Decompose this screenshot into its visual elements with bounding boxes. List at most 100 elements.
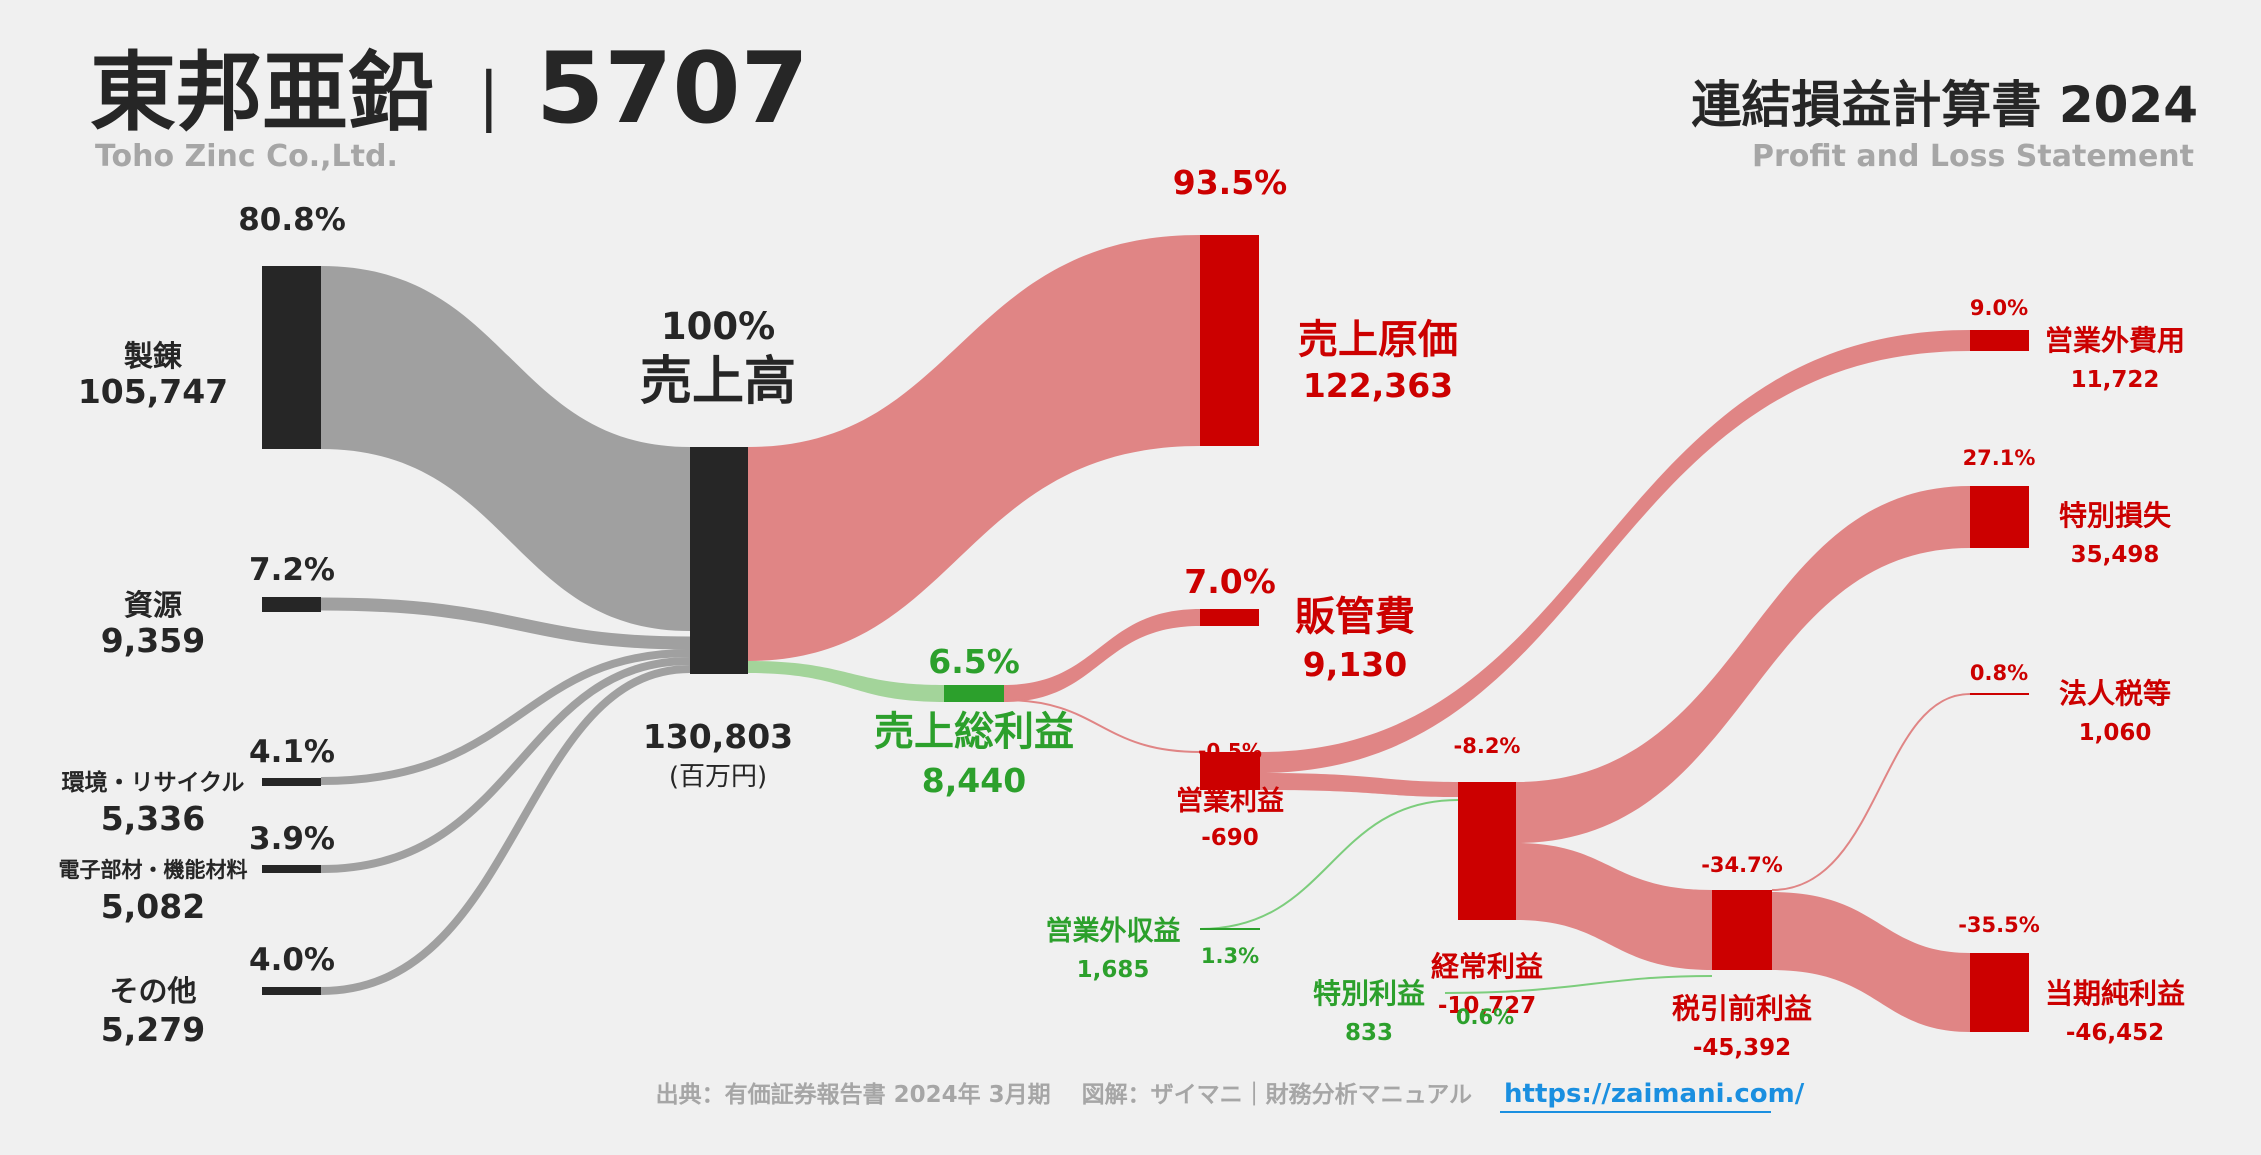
flow-kankyo-to-revenue [320, 649, 691, 785]
flow-sonota-to-revenue [320, 665, 691, 995]
node-gross-profit [944, 685, 1004, 702]
flow-shigen-to-revenue [320, 597, 691, 650]
flow-gross-profit-to-op [1003, 699, 1201, 753]
flow-nonop-income-to-ordinary [1199, 799, 1459, 930]
segment-shigen-pct: 7.2% [249, 552, 335, 588]
segment-sonota-pct: 4.0% [249, 942, 335, 978]
segment-seihen-pct: 80.8% [238, 202, 346, 238]
node-sonota [262, 987, 321, 995]
segment-sonota-value: 5,279 [101, 1010, 205, 1049]
node-kankyo [262, 778, 321, 786]
op-profit-name: 営業利益 [1176, 785, 1284, 817]
cogs-name: 売上原価 [1298, 317, 1458, 363]
flow-ordinary-to-extra-loss [1516, 486, 1970, 843]
flow-revenue-to-cogs [748, 235, 1200, 661]
extra-income-value: 833 [1345, 1020, 1393, 1046]
segment-shigen-value: 9,359 [101, 621, 205, 660]
node-net [1970, 953, 2029, 1032]
sga-pct: 7.0% [1184, 562, 1276, 601]
nonop-expense-value: 11,722 [2071, 367, 2160, 393]
pretax-name: 税引前利益 [1672, 992, 1812, 1025]
segment-denshi-value: 5,082 [101, 887, 205, 926]
pl-labels: 93.5% 売上原価 122,363 7.0% 販管費 9,130 6.5% 売… [874, 163, 2185, 1061]
node-extra-loss [1970, 486, 2029, 548]
node-pretax [1712, 890, 1772, 970]
nonop-income-name: 営業外収益 [1046, 915, 1181, 947]
node-tax [1970, 693, 2029, 695]
flow-revenue-to-gross-profit [748, 661, 944, 702]
revenue-unit: (百万円) [669, 762, 767, 792]
nonop-expense-name: 営業外費用 [2045, 324, 2185, 357]
op-profit-pct: -0.5% [1198, 739, 1262, 763]
pretax-value: -45,392 [1693, 1035, 1791, 1061]
footer-link[interactable]: https://zaimani.com/ [1504, 1079, 1805, 1109]
revenue-name: 売上高 [640, 352, 796, 412]
cogs-pct: 93.5% [1173, 163, 1288, 202]
extra-loss-pct: 27.1% [1963, 446, 2036, 470]
footer-source: 出典：有価証券報告書 2024年 3月期 図解：ザイマニ｜財務分析マニュアル [656, 1081, 1472, 1108]
ordinary-value: -10,727 [1438, 993, 1536, 1019]
segment-sonota-name: その他 [109, 974, 196, 1008]
op-profit-value: -690 [1201, 825, 1259, 851]
segment-kankyo-name: 環境・リサイクル [62, 769, 245, 796]
segment-denshi-name: 電子部材・機能材料 [59, 858, 248, 882]
extra-loss-value: 35,498 [2071, 542, 2160, 568]
segment-denshi-pct: 3.9% [249, 821, 335, 857]
footer: 出典：有価証券報告書 2024年 3月期 図解：ザイマニ｜財務分析マニュアル h… [656, 1079, 1805, 1113]
nonop-income-value: 1,685 [1077, 957, 1150, 983]
node-sga [1200, 609, 1259, 626]
gross-profit-pct: 6.5% [928, 642, 1020, 681]
flow-seihen-to-revenue [321, 266, 690, 631]
gross-profit-name: 売上総利益 [874, 709, 1074, 755]
flow-gross-profit-to-sga [1004, 609, 1200, 702]
sga-name: 販管費 [1295, 594, 1415, 640]
node-shigen [262, 597, 321, 612]
segment-kankyo-value: 5,336 [101, 799, 205, 838]
revenue-labels: 100% 売上高 130,803 (百万円) [640, 305, 796, 792]
sga-value: 9,130 [1303, 645, 1407, 684]
segment-labels: 80.8% 製錬 105,747 7.2% 資源 9,359 4.1% 環境・リ… [59, 202, 346, 1049]
gross-profit-value: 8,440 [922, 761, 1026, 800]
node-nonop-income [1200, 928, 1260, 930]
tax-name: 法人税等 [2059, 677, 2171, 710]
flow-pretax-to-tax [1771, 693, 1971, 891]
node-nonop-expense [1970, 330, 2029, 351]
node-seihen [262, 266, 321, 449]
node-cogs [1200, 235, 1259, 446]
nonop-expense-pct: 9.0% [1970, 296, 2028, 320]
flow-denshi-to-revenue [320, 657, 691, 873]
ordinary-pct: -8.2% [1454, 734, 1521, 758]
company-name: 東邦亜鉛 [90, 43, 434, 143]
extra-income-pct: 0.6% [1456, 1005, 1514, 1029]
node-denshi [262, 865, 321, 873]
statement-title: 連結損益計算書 2024 [1691, 76, 2198, 134]
flow-extra-income-to-pretax [1444, 975, 1713, 994]
net-pct: -35.5% [1958, 913, 2040, 937]
node-op-profit [1200, 752, 1260, 790]
title-divider: | [478, 60, 500, 134]
segment-seihen-name: 製錬 [124, 339, 183, 373]
nonop-income-pct: 1.3% [1201, 944, 1259, 968]
pretax-pct: -34.7% [1701, 853, 1783, 877]
segment-seihen-value: 105,747 [78, 372, 228, 411]
company-name-en: Toho Zinc Co.,Ltd. [95, 139, 398, 174]
flow-op-to-ordinary [1260, 773, 1458, 797]
cogs-value: 122,363 [1303, 366, 1453, 405]
ordinary-name: 経常利益 [1431, 950, 1543, 983]
extra-loss-name: 特別損失 [2059, 499, 2172, 532]
flow-pretax-to-net [1772, 892, 1970, 1032]
net-name: 当期純利益 [2045, 977, 2185, 1010]
statement-title-en: Profit and Loss Statement [1752, 139, 2194, 174]
flow-ordinary-to-pretax [1516, 843, 1712, 970]
extra-income-name: 特別利益 [1313, 977, 1425, 1010]
header: 東邦亜鉛 | 5707 Toho Zinc Co.,Ltd. 連結損益計算書 2… [90, 32, 2198, 174]
nodes [262, 235, 2029, 1032]
revenue-pct: 100% [661, 305, 775, 348]
node-ordinary [1458, 782, 1516, 920]
tax-pct: 0.8% [1970, 661, 2028, 685]
node-revenue [690, 447, 748, 674]
tax-value: 1,060 [2079, 720, 2152, 746]
stock-code: 5707 [536, 32, 809, 146]
flows [320, 235, 1971, 1032]
